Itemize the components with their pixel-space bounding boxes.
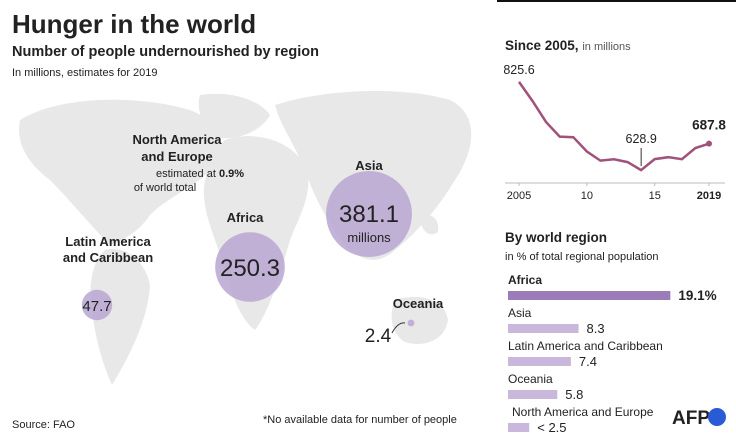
line-title-text: Since 2005, [505,38,579,53]
category-label: Africa [508,273,542,287]
bar [508,357,571,366]
title: Hunger in the world [12,9,256,39]
annotation-note: of world total [134,182,196,194]
category-label: Oceania [508,372,553,386]
bar-subtitle: in % of total regional population [505,251,659,263]
footnote: *No available data for number of people [263,414,457,426]
bubble [407,319,415,327]
annotation-share: 0.9% [219,168,244,180]
pointer [391,322,406,334]
region-label: Asia [355,158,383,173]
bubble-value: 250.3 [220,255,280,282]
logo: AFP [672,408,710,429]
bubble-value: 2.4 [365,326,392,347]
logo-mark [708,408,726,426]
region-label: Africa [227,210,265,225]
value-label: 5.8 [565,387,583,402]
bubble-value: 381.1 [339,201,399,228]
category-label: North America and Europe [512,405,654,419]
annotation-note: estimated at 0.9% [156,168,244,180]
category-label: Latin America and Caribbean [508,339,663,353]
bar [508,291,671,300]
subtitle: Number of people undernourished by regio… [12,44,319,60]
category-label: Asia [508,306,532,320]
value-label: 19.1% [678,288,716,303]
x-tick-label: 10 [581,190,593,202]
value-label: 7.4 [579,354,597,369]
bar [508,324,579,333]
bubble [215,232,285,302]
bar-title: By world region [505,230,607,245]
note: In millions, estimates for 2019 [12,67,158,79]
region-label: Oceania [393,296,444,311]
bubble-value: 47.7 [82,298,111,315]
line-subtitle: in millions [582,41,631,53]
value-label: 8.3 [587,321,605,336]
region-label: Latin America and Caribbean [63,234,153,265]
end-point [706,140,712,147]
value-label: 687.8 [692,118,726,133]
bar [508,423,530,432]
annotation-label: North America and Europe [132,132,222,164]
value-label: 825.6 [503,63,534,77]
annotation-text: estimated at [156,168,216,180]
bubble [326,171,412,257]
value-label: 628.9 [626,132,657,146]
x-tick-label: 2005 [507,190,531,202]
line-title: Since 2005, in millions [505,38,631,53]
x-tick-label: 15 [649,190,661,202]
bubble [81,289,113,321]
value-label: < 2.5 [537,420,566,435]
line [517,81,710,172]
unit-label: millions [347,230,391,245]
x-tick-label: 2019 [697,190,721,202]
source: Source: FAO [12,419,75,431]
bar [508,390,558,399]
